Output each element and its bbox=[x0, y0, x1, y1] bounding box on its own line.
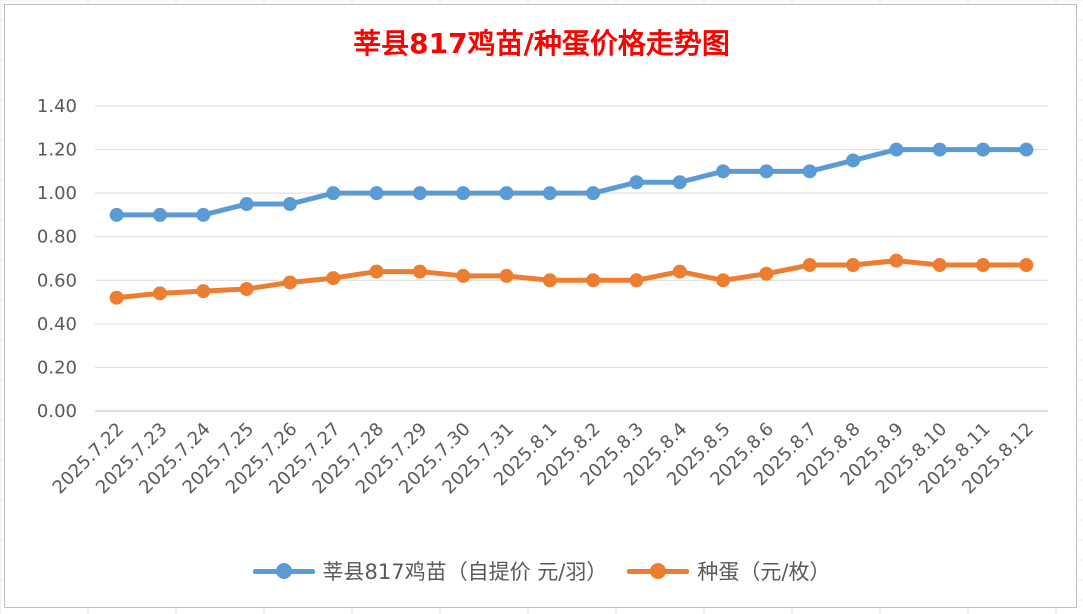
legend-marker-series1 bbox=[252, 563, 315, 579]
legend-label-series2: 种蛋（元/枚） bbox=[697, 560, 831, 584]
series2-point[interactable] bbox=[239, 282, 254, 296]
series2-point[interactable] bbox=[889, 253, 904, 268]
series1-point[interactable] bbox=[1019, 142, 1034, 157]
chart-title: 莘县817鸡苗/种蛋价格走势图 bbox=[353, 27, 730, 60]
series2-point[interactable] bbox=[802, 258, 817, 273]
series1-point[interactable] bbox=[586, 186, 601, 201]
series1-point[interactable] bbox=[456, 186, 471, 201]
series2-point[interactable] bbox=[282, 275, 297, 290]
series2-point[interactable] bbox=[586, 273, 601, 288]
series2-point[interactable] bbox=[412, 264, 427, 279]
series2-point[interactable] bbox=[326, 271, 341, 286]
series1-point[interactable] bbox=[152, 207, 167, 222]
series1-point[interactable] bbox=[326, 186, 341, 201]
series2-point[interactable] bbox=[1019, 258, 1034, 273]
series2-point[interactable] bbox=[629, 273, 644, 288]
series2-point[interactable] bbox=[846, 258, 861, 273]
series-line-1[interactable] bbox=[114, 147, 1029, 218]
y-tick-label: 0.20 bbox=[37, 357, 77, 378]
series2-point[interactable] bbox=[152, 286, 167, 301]
series2-point[interactable] bbox=[672, 264, 687, 279]
series2-point[interactable] bbox=[499, 268, 514, 283]
legend[interactable]: 莘县817鸡苗（自提价 元/羽） 种蛋（元/枚） bbox=[0, 556, 1083, 586]
series-line-2[interactable] bbox=[114, 258, 1029, 301]
legend-item-series1[interactable]: 莘县817鸡苗（自提价 元/羽） bbox=[252, 556, 608, 586]
series2-point[interactable] bbox=[109, 290, 124, 305]
series1-point[interactable] bbox=[802, 164, 817, 179]
series1-point[interactable] bbox=[499, 186, 514, 201]
series1-point[interactable] bbox=[846, 153, 861, 168]
legend-marker-series2 bbox=[627, 563, 690, 579]
series2-point[interactable] bbox=[369, 264, 384, 279]
series1-point[interactable] bbox=[196, 207, 211, 222]
legend-item-series2[interactable]: 种蛋（元/枚） bbox=[627, 556, 830, 586]
chart-area[interactable] bbox=[4, 4, 1077, 608]
y-tick-label: 1.40 bbox=[37, 96, 77, 117]
series2-point[interactable] bbox=[932, 258, 947, 273]
series1-point[interactable] bbox=[889, 142, 904, 157]
series1-point[interactable] bbox=[672, 175, 687, 190]
series2-point[interactable] bbox=[976, 258, 991, 273]
series1-point[interactable] bbox=[282, 197, 297, 212]
y-tick-label: 1.20 bbox=[37, 140, 77, 161]
y-tick-label: 0.60 bbox=[37, 270, 77, 291]
series2-point[interactable] bbox=[542, 273, 557, 288]
series1-point[interactable] bbox=[759, 164, 774, 179]
series2-point[interactable] bbox=[759, 266, 774, 281]
series1-point[interactable] bbox=[369, 186, 384, 201]
series1-point[interactable] bbox=[239, 197, 254, 212]
series2-point[interactable] bbox=[716, 273, 731, 288]
series2-point[interactable] bbox=[456, 268, 471, 283]
y-tick-label: 1.00 bbox=[37, 183, 77, 204]
series1-point[interactable] bbox=[976, 142, 991, 157]
y-tick-label: 0.40 bbox=[37, 314, 77, 335]
series1-point[interactable] bbox=[542, 186, 557, 201]
series2-point[interactable] bbox=[196, 284, 211, 299]
y-tick-label: 0.00 bbox=[37, 401, 77, 422]
series1-point[interactable] bbox=[629, 175, 644, 190]
legend-label-series1: 莘县817鸡苗（自提价 元/羽） bbox=[322, 560, 608, 584]
series1-point[interactable] bbox=[412, 186, 427, 201]
y-tick-label: 0.80 bbox=[37, 227, 77, 248]
series1-point[interactable] bbox=[716, 164, 731, 179]
series1-point[interactable] bbox=[932, 142, 947, 157]
series1-point[interactable] bbox=[109, 207, 124, 222]
